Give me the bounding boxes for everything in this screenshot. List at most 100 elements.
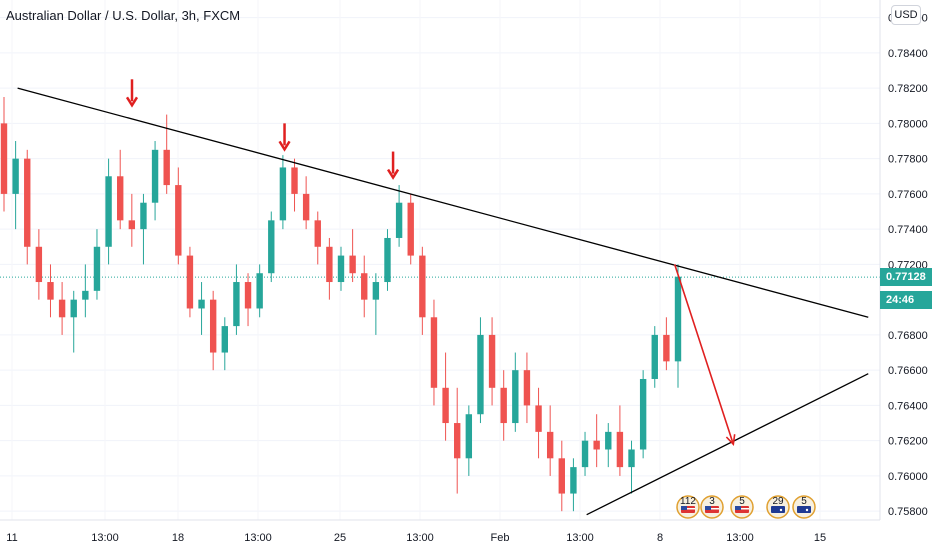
candle-body bbox=[407, 202, 414, 256]
candle-body bbox=[268, 220, 275, 274]
y-tick-label: 0.77600 bbox=[888, 189, 928, 201]
event-badge[interactable]: 5 bbox=[792, 495, 816, 519]
candle-body bbox=[128, 220, 136, 230]
x-tick-label: Feb bbox=[491, 532, 510, 544]
x-axis[interactable]: 11 13:00 18 13:00 25 13:00 Feb 13:00 8 13:00 15 bbox=[6, 532, 826, 544]
y-axis[interactable]: 0.786000.784000.782000.780000.778000.776… bbox=[888, 13, 928, 519]
candles bbox=[0, 96, 682, 512]
plot-area[interactable] bbox=[0, 0, 880, 520]
y-tick-label: 0.78000 bbox=[888, 118, 928, 130]
candle-body bbox=[674, 276, 682, 362]
event-badge-count: 112 bbox=[680, 496, 696, 507]
candle-body bbox=[93, 246, 101, 291]
last-price-tag: 0.77128 bbox=[880, 268, 932, 287]
y-tick-label: 0.76600 bbox=[888, 365, 928, 377]
candle-body bbox=[82, 290, 89, 300]
x-tick-label: 13:00 bbox=[726, 532, 754, 544]
candle-body bbox=[628, 449, 635, 468]
candle-body bbox=[105, 176, 112, 247]
annotations bbox=[17, 79, 869, 516]
candle-body bbox=[558, 458, 565, 494]
upper-trendline[interactable] bbox=[17, 87, 869, 318]
currency-button[interactable]: USD bbox=[891, 5, 921, 25]
y-tick-label: 0.76200 bbox=[888, 436, 928, 448]
candle-body bbox=[546, 431, 554, 459]
y-tick-label: 0.78400 bbox=[888, 48, 928, 60]
x-tick-label: 13:00 bbox=[244, 532, 272, 544]
candle-body bbox=[279, 167, 287, 221]
candle-body bbox=[314, 220, 321, 247]
candle-body bbox=[442, 387, 449, 424]
candle-body bbox=[663, 334, 670, 362]
candle-body bbox=[256, 273, 263, 309]
x-tick-label: 13:00 bbox=[91, 532, 119, 544]
chart-title: Australian Dollar / U.S. Dollar, 3h, FXC… bbox=[6, 8, 241, 23]
y-tick-label: 0.77400 bbox=[888, 224, 928, 236]
y-tick-label: 0.76000 bbox=[888, 471, 928, 483]
candle-body bbox=[593, 440, 600, 450]
candle-body bbox=[454, 423, 461, 459]
candle-body bbox=[140, 202, 147, 230]
event-badges: 112 3 5 29 5 bbox=[676, 495, 816, 519]
y-tick-label: 0.76800 bbox=[888, 330, 928, 342]
down-arrow-marker[interactable] bbox=[278, 123, 291, 152]
down-arrow-marker[interactable] bbox=[125, 79, 139, 108]
countdown-tag: 24:46 bbox=[880, 291, 932, 310]
candle-body bbox=[477, 334, 484, 415]
x-tick-label: 25 bbox=[334, 532, 346, 544]
y-tick-label: 0.77800 bbox=[888, 154, 928, 166]
candle-body bbox=[47, 282, 54, 300]
candle-body bbox=[384, 237, 391, 283]
event-badge[interactable]: 3 bbox=[700, 495, 724, 519]
candle-body bbox=[581, 440, 589, 468]
candle-body bbox=[209, 299, 217, 353]
candle-body bbox=[488, 334, 496, 388]
candle-body bbox=[349, 255, 356, 274]
candle-body bbox=[163, 149, 170, 186]
candle-body bbox=[523, 370, 531, 406]
candle-body bbox=[361, 273, 368, 300]
candle-body bbox=[35, 246, 43, 283]
candle-body bbox=[639, 378, 647, 450]
projection-arrow[interactable] bbox=[673, 264, 736, 446]
candle-body bbox=[70, 299, 77, 318]
event-badge-count: 5 bbox=[739, 496, 745, 507]
candle-body bbox=[175, 185, 182, 256]
candle-body bbox=[233, 282, 240, 327]
candle-body bbox=[291, 167, 298, 194]
candle-body bbox=[605, 431, 612, 450]
x-tick-label: 13:00 bbox=[406, 532, 434, 544]
candle-body bbox=[12, 158, 19, 194]
candle-body bbox=[24, 158, 31, 247]
event-badge-count: 3 bbox=[709, 496, 715, 507]
candle-body bbox=[570, 467, 577, 494]
candle-body bbox=[419, 255, 426, 318]
y-tick-label: 0.76400 bbox=[888, 400, 928, 412]
candle-body bbox=[395, 202, 403, 238]
candle-body bbox=[117, 176, 124, 221]
candle-body bbox=[326, 246, 333, 283]
x-tick-label: 8 bbox=[657, 532, 663, 544]
y-tick-label: 0.75800 bbox=[888, 506, 928, 518]
event-badge[interactable]: 29 bbox=[766, 495, 790, 519]
candle-body bbox=[337, 255, 345, 283]
candle-body bbox=[221, 326, 228, 353]
candle-body bbox=[58, 299, 66, 318]
event-badge-count: 5 bbox=[801, 496, 807, 507]
candle-body bbox=[151, 149, 159, 203]
candle-body bbox=[198, 299, 205, 309]
candle-body bbox=[244, 282, 252, 309]
candle-body bbox=[430, 317, 438, 388]
event-badge[interactable]: 5 bbox=[730, 495, 754, 519]
down-arrow-marker[interactable] bbox=[387, 151, 400, 180]
event-badge[interactable]: 112 bbox=[676, 495, 700, 519]
lower-trendline[interactable] bbox=[586, 373, 869, 516]
candle-body bbox=[535, 405, 542, 432]
candle-body bbox=[500, 387, 507, 424]
candle-body bbox=[302, 193, 310, 221]
y-tick-label: 0.78200 bbox=[888, 83, 928, 95]
candle-body bbox=[186, 255, 194, 309]
candle-body bbox=[372, 282, 380, 300]
